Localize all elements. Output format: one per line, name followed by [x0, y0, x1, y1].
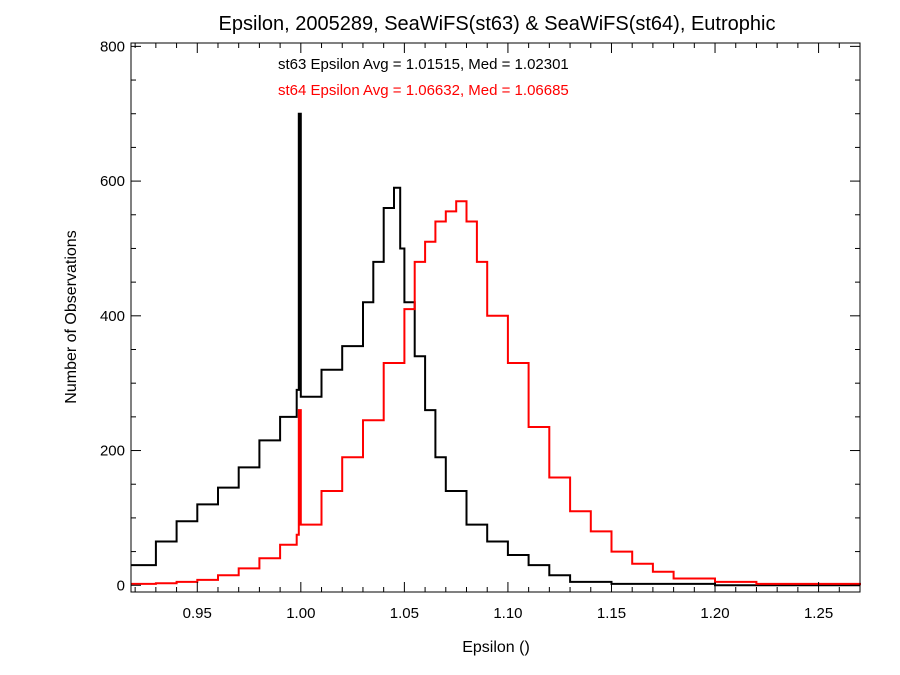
x-axis-label: Epsilon (): [462, 639, 530, 656]
chart-title: Epsilon, 2005289, SeaWiFS(st63) & SeaWiF…: [219, 13, 776, 35]
y-tick-label: 200: [100, 443, 125, 460]
st64-annotation: st64 Epsilon Avg = 1.06632, Med = 1.0668…: [278, 82, 569, 99]
y-tick-label: 600: [100, 173, 125, 190]
x-tick-label: 1.15: [597, 605, 626, 622]
y-tick-label: 800: [100, 38, 125, 55]
st63-annotation: st63 Epsilon Avg = 1.01515, Med = 1.0230…: [278, 56, 569, 73]
series-line-0: [131, 112, 860, 587]
x-tick-label: 1.00: [286, 605, 315, 622]
x-tick-label: 0.95: [183, 605, 212, 622]
plot-frame: [130, 42, 861, 593]
x-tick-label: 1.25: [804, 605, 833, 622]
x-tick-label: 1.05: [390, 605, 419, 622]
x-tick-label: 1.20: [700, 605, 729, 622]
y-axis-label: Number of Observations: [63, 230, 80, 403]
series-line-1: [131, 200, 861, 586]
y-tick-label: 0: [117, 577, 125, 594]
x-tick-label: 1.10: [493, 605, 522, 622]
y-tick-label: 400: [100, 308, 125, 325]
